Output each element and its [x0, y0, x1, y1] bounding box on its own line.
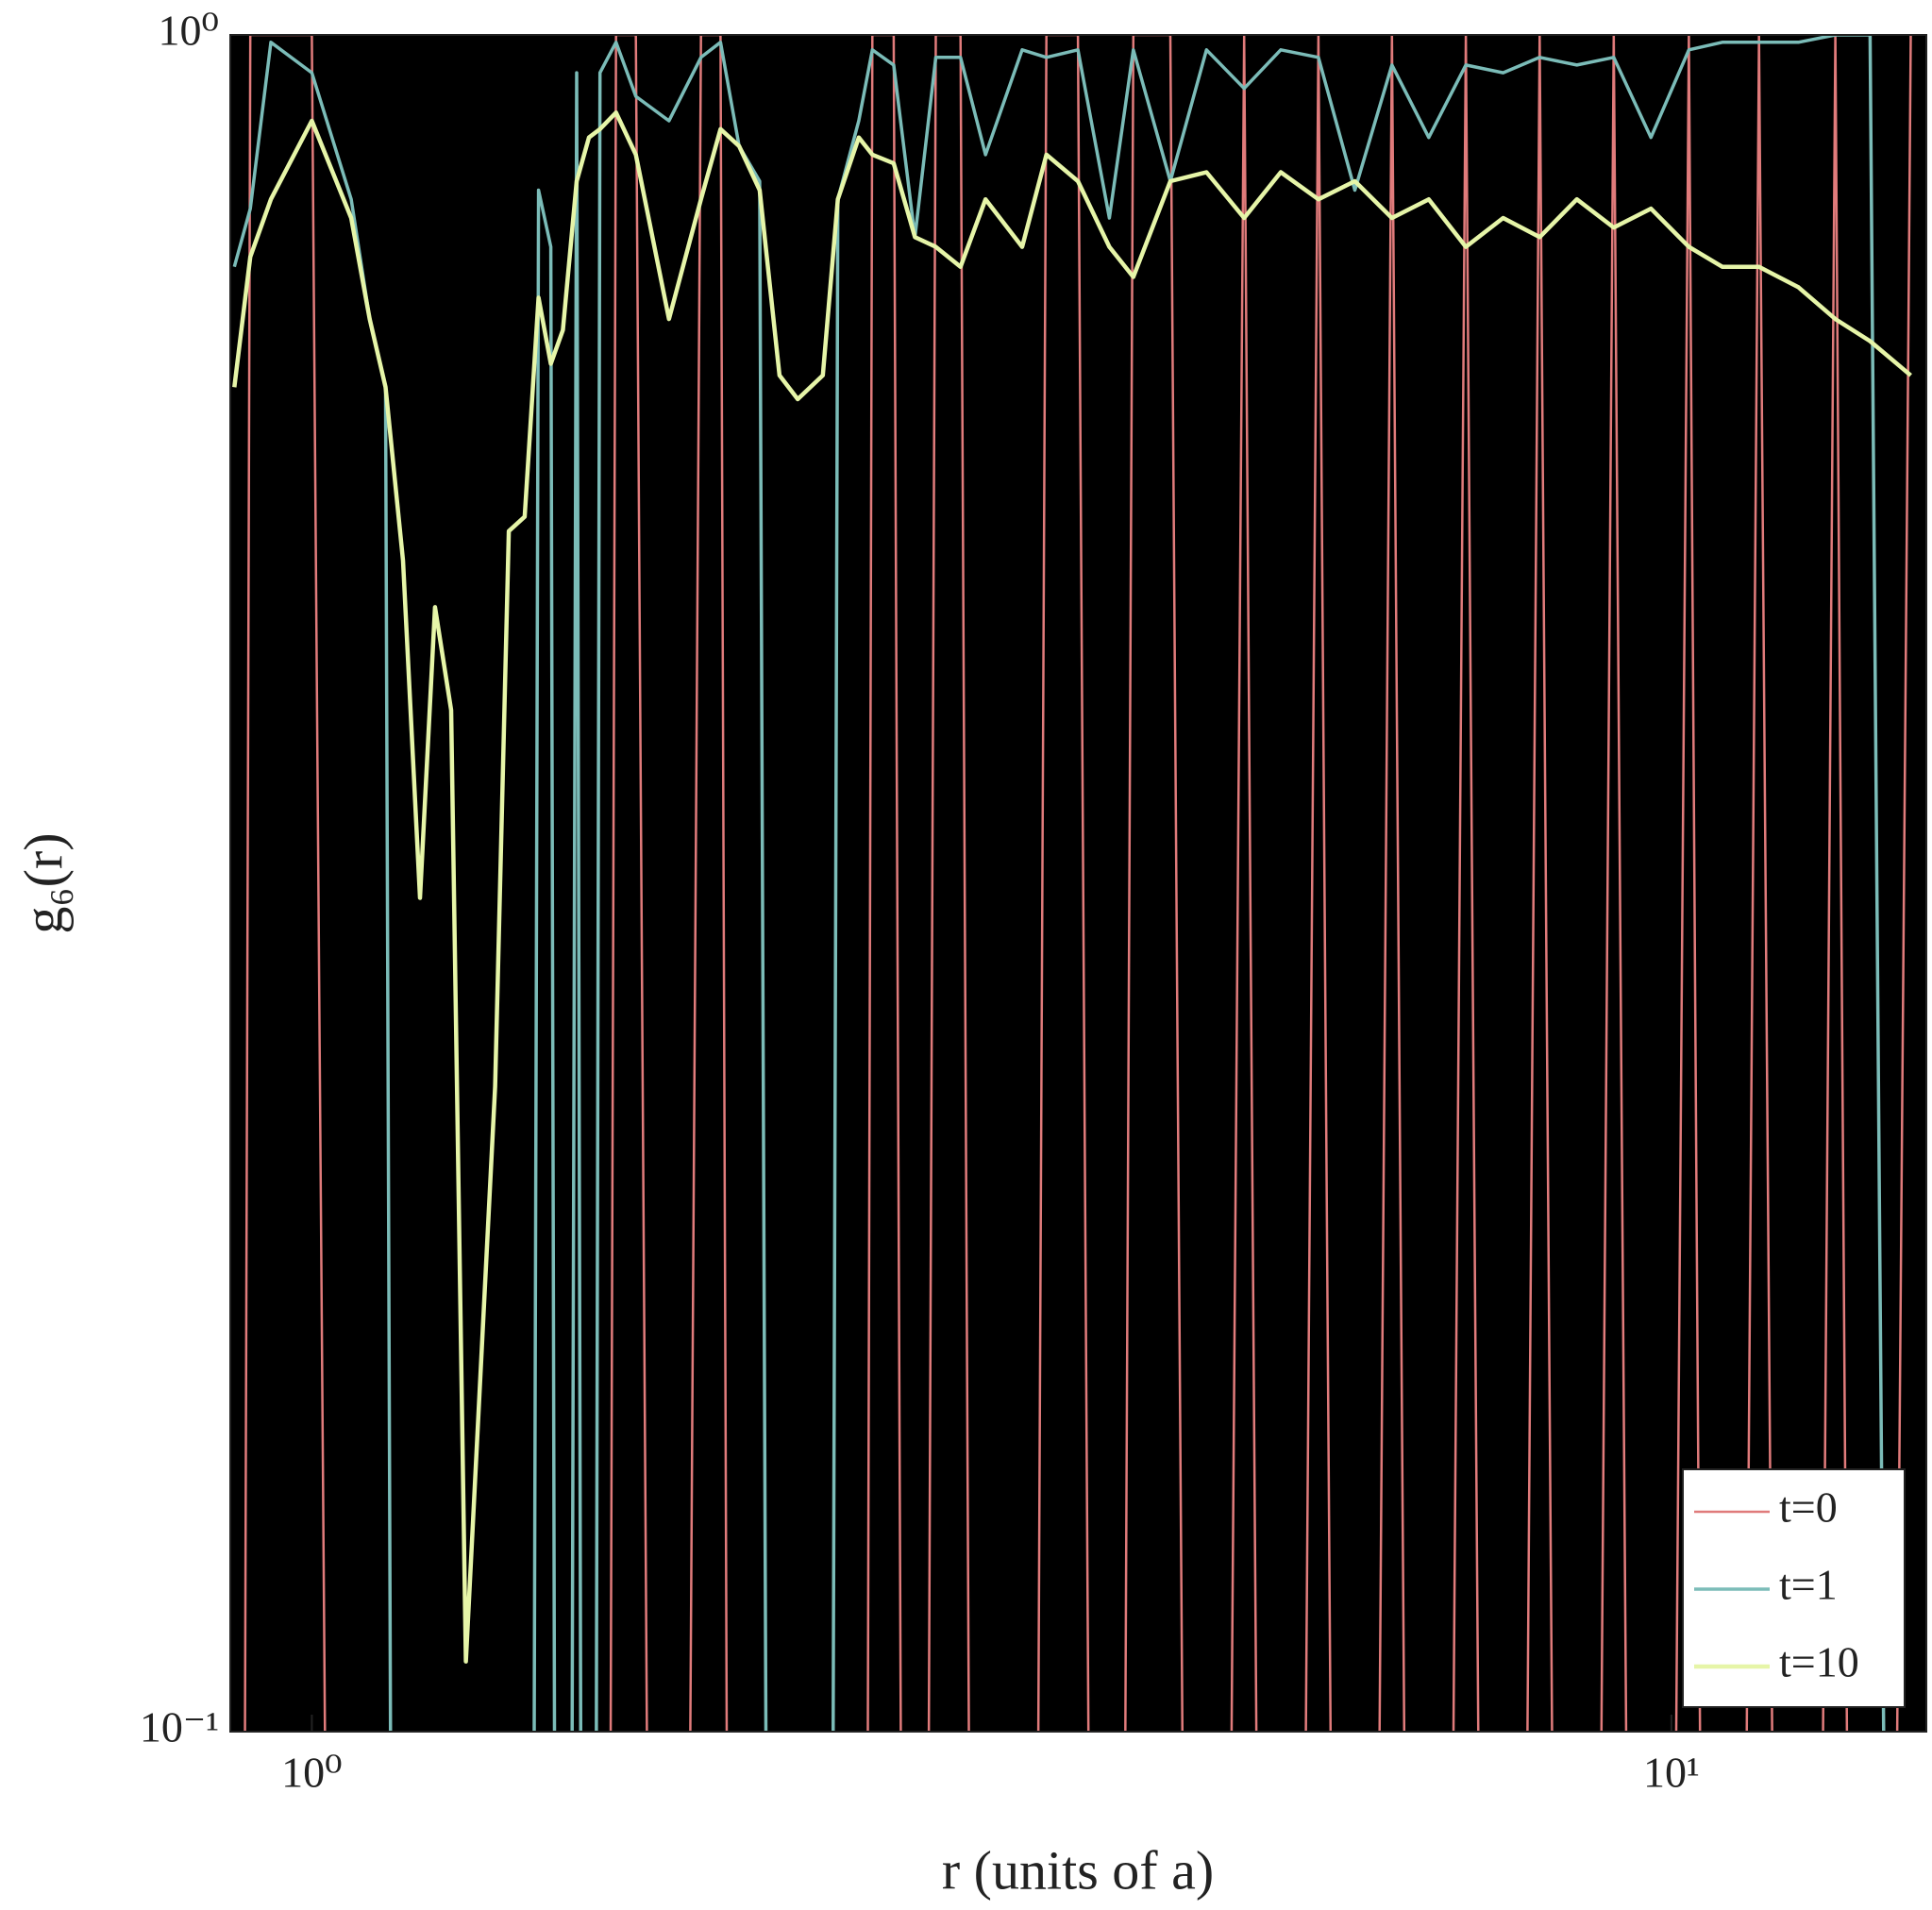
series-line [232, 35, 1886, 1732]
y-tick-label: 10⁻¹ [140, 1703, 219, 1751]
legend-label: t=0 [1779, 1483, 1838, 1532]
legend-label: t=1 [1779, 1561, 1838, 1609]
y-tick-label: 10⁰ [159, 7, 219, 55]
y-axis-label: g₆(r) [12, 832, 74, 933]
x-tick-label: 10¹ [1643, 1749, 1700, 1797]
series-layer [232, 35, 1912, 1732]
plot-frame [229, 34, 1927, 1733]
plot-area [230, 35, 1926, 1732]
legend-label: t=10 [1779, 1638, 1859, 1686]
series-line [232, 110, 1912, 1664]
x-axis-label: r (units of a) [942, 1839, 1214, 1901]
x-tick-label: 10⁰ [281, 1749, 342, 1797]
